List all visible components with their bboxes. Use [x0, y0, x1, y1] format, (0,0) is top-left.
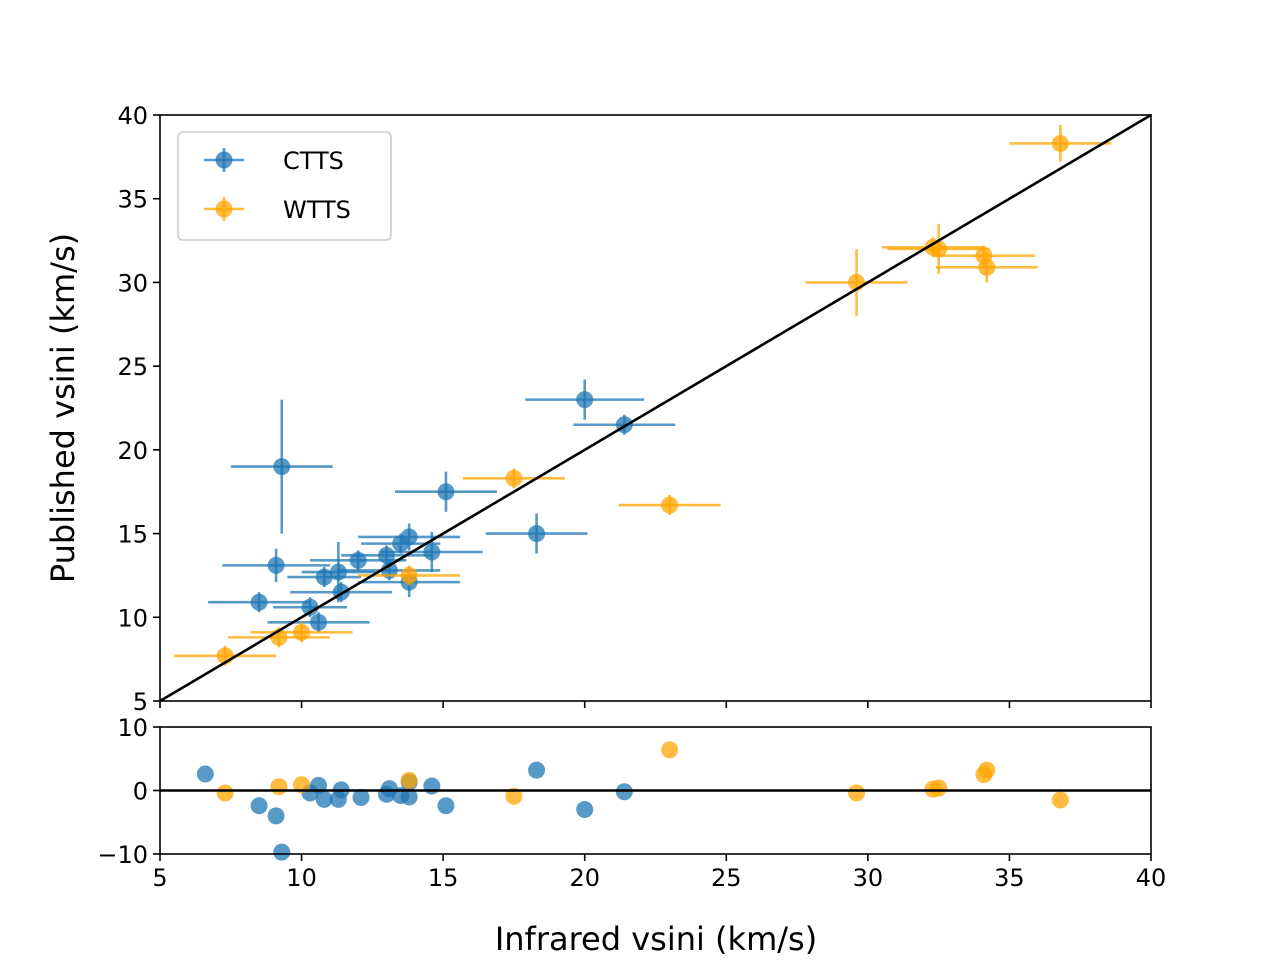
- wtts-point-2: [250, 622, 353, 643]
- legend-entry-ctts: CTTS: [204, 147, 344, 175]
- legend-ctts-label: CTTS: [283, 147, 344, 175]
- ctts-point-2: [208, 592, 311, 613]
- one-to-one-line: [159, 113, 1152, 703]
- main-panel: 5 10 15 20 25 30 35 40 Published vsini (km/s): [44, 102, 1152, 716]
- main-y-ticks: 5 10 15 20 25 30 35 40: [117, 102, 160, 716]
- ctts-point-12: [358, 523, 461, 551]
- wtts-marker: [293, 623, 311, 641]
- wtts-residual-marker-6: [848, 784, 866, 802]
- wtts-residual-marker-8: [930, 779, 948, 797]
- main-y-tick-label: 35: [117, 186, 148, 214]
- wtts-point-4: [462, 468, 565, 489]
- wtts-marker: [400, 566, 418, 584]
- x-tick-label: 30: [853, 864, 884, 892]
- ctts-residual-marker-9: [352, 788, 370, 806]
- wtts-point-5: [618, 495, 721, 516]
- x-axis-title: Infrared vsini (km/s): [495, 920, 817, 958]
- wtts-marker: [978, 258, 996, 276]
- wtts-residual-marker-10: [978, 761, 996, 779]
- main-y-tick-label: 25: [117, 353, 148, 381]
- ctts-point-4: [267, 612, 370, 633]
- wtts-residual-marker-5: [661, 741, 679, 759]
- residual-y-tick-label: 0: [133, 778, 148, 806]
- ctts-marker: [273, 458, 291, 476]
- main-axes-frame: [159, 114, 1152, 702]
- ctts-marker: [310, 613, 328, 631]
- main-y-tick-label: 40: [117, 102, 148, 130]
- ctts-residual-marker-14: [400, 788, 418, 806]
- wtts-point-10: [935, 252, 1038, 283]
- ctts-point-17: [525, 379, 645, 420]
- x-tick-label: 25: [711, 864, 742, 892]
- legend-ctts-marker: [215, 151, 233, 169]
- ctts-marker: [378, 546, 396, 564]
- ctts-marker: [329, 563, 347, 581]
- wtts-marker: [930, 240, 948, 258]
- wtts-residual-marker-11: [1051, 791, 1069, 809]
- main-y-tick-label: 5: [133, 688, 148, 716]
- residual-y-tick-label: 10: [117, 714, 148, 742]
- residual-y-ticks: 10 0 −10: [97, 714, 160, 869]
- ctts-marker: [576, 391, 594, 409]
- wtts-point-3: [358, 565, 461, 586]
- x-tick-label: 20: [569, 864, 600, 892]
- ctts-point-15: [395, 471, 497, 512]
- main-x-ticks: [159, 701, 1152, 708]
- x-tick-label: 15: [428, 864, 459, 892]
- ctts-point-1: [222, 548, 330, 583]
- main-y-tick-label: 20: [117, 437, 148, 465]
- wtts-marker: [1051, 134, 1069, 152]
- main-data-layer: [174, 125, 1112, 666]
- ctts-marker: [423, 543, 441, 561]
- wtts-residual-marker-3: [400, 771, 418, 789]
- wtts-point-8: [887, 223, 990, 275]
- main-y-tick-label: 10: [117, 604, 148, 632]
- ctts-point-7: [290, 582, 393, 603]
- ctts-marker: [267, 556, 285, 574]
- ctts-point-16: [485, 513, 588, 554]
- wtts-marker: [505, 469, 523, 487]
- wtts-point-11: [1009, 125, 1112, 162]
- ctts-marker: [528, 525, 546, 543]
- wtts-residual-marker-1: [270, 778, 288, 796]
- main-y-tick-label: 30: [117, 269, 148, 297]
- ctts-residual-marker-0: [196, 765, 214, 783]
- wtts-marker: [661, 496, 679, 514]
- wtts-residual-marker-2: [293, 776, 311, 794]
- ctts-point-3: [273, 597, 347, 618]
- wtts-residual-marker-0: [216, 784, 234, 802]
- ctts-residual-marker-1: [250, 797, 268, 815]
- wtts-residual-marker-4: [505, 787, 523, 805]
- ctts-residual-marker-16: [437, 797, 455, 815]
- ctts-point-14: [380, 531, 483, 573]
- ctts-residual-marker-3: [273, 843, 291, 861]
- x-tick-label: 10: [286, 864, 317, 892]
- residual-x-ticks: 5 10 15 20 25 30 35 40: [152, 854, 1166, 892]
- ctts-residual-marker-15: [423, 777, 441, 795]
- ctts-marker: [400, 528, 418, 546]
- x-tick-label: 40: [1136, 864, 1167, 892]
- x-tick-label: 35: [994, 864, 1025, 892]
- ctts-marker: [301, 598, 319, 616]
- ctts-marker: [250, 593, 268, 611]
- legend-wtts-label: WTTS: [283, 196, 351, 224]
- ctts-residual-marker-18: [576, 801, 594, 819]
- residual-y-tick-label: −10: [97, 841, 148, 869]
- legend-entry-wtts: WTTS: [204, 196, 351, 224]
- x-tick-label: 5: [152, 864, 167, 892]
- legend-wtts-marker: [215, 200, 233, 218]
- ctts-marker: [437, 483, 455, 501]
- ctts-residual-marker-6: [315, 790, 333, 808]
- residual-panel: 5 10 15 20 25 30 35 40 10 0 −10 Infrared vsini (k…: [97, 714, 1166, 958]
- ctts-residual-marker-2: [267, 807, 285, 825]
- ctts-residual-marker-17: [528, 761, 546, 779]
- ctts-point-0: [230, 399, 333, 534]
- main-y-tick-label: 15: [117, 521, 148, 549]
- y-axis-title: Published vsini (km/s): [44, 233, 82, 583]
- legend: CTTS WTTS: [177, 131, 392, 241]
